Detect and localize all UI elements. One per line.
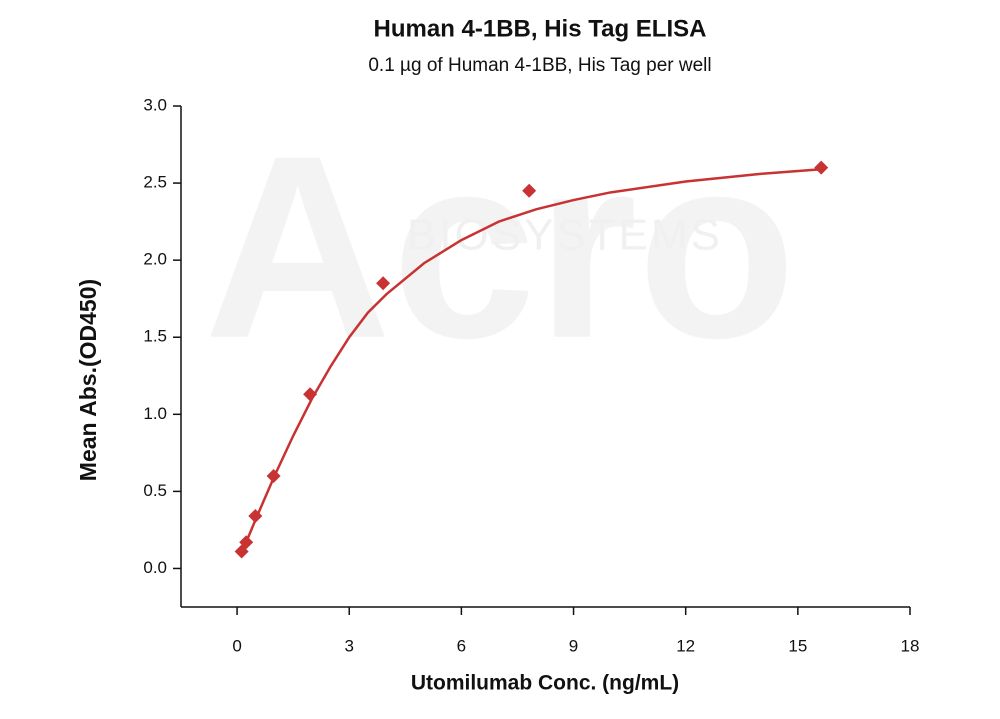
watermark-logo: Acro xyxy=(204,103,796,393)
watermark-text: BIOSYSTEMS xyxy=(407,211,723,260)
data-point xyxy=(376,276,391,291)
x-axis-label: Utomilumab Conc. (ng/mL) xyxy=(411,672,679,695)
y-tick-label: 2.5 xyxy=(143,173,167,192)
chart-title: Human 4-1BB, His Tag ELISA xyxy=(374,15,707,42)
data-point xyxy=(239,535,254,550)
y-tick-label: 3.0 xyxy=(143,95,167,114)
y-axis-label: Mean Abs.(OD450) xyxy=(75,279,101,481)
x-tick-label: 6 xyxy=(457,636,466,655)
fit-curve xyxy=(240,167,822,554)
x-tick-label: 3 xyxy=(344,636,353,655)
x-tick-label: 9 xyxy=(569,636,578,655)
x-tick-label: 12 xyxy=(676,636,695,655)
y-tick-label: 0.5 xyxy=(143,481,167,500)
x-tick-label: 18 xyxy=(901,636,920,655)
data-point xyxy=(522,183,537,198)
x-tick-label: 0 xyxy=(232,636,241,655)
y-tick-label: 2.0 xyxy=(143,250,167,269)
y-tick-label: 1.5 xyxy=(143,327,167,346)
data-point xyxy=(266,468,281,483)
data-point xyxy=(248,509,263,524)
x-tick-label: 15 xyxy=(788,636,807,655)
data-point xyxy=(303,387,318,402)
chart-subtitle: 0.1 µg of Human 4-1BB, His Tag per well xyxy=(368,55,711,76)
y-tick-label: 1.0 xyxy=(143,404,167,423)
data-point xyxy=(814,160,829,175)
y-tick-label: 0.0 xyxy=(143,558,167,577)
